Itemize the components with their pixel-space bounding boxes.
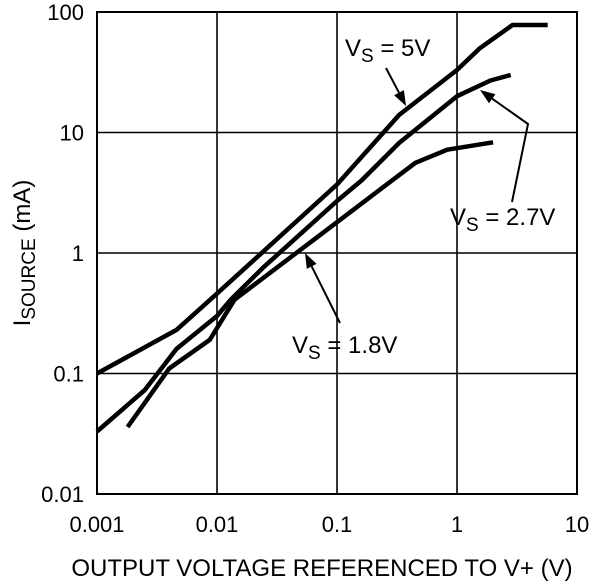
x-axis-title: OUTPUT VOLTAGE REFERENCED TO V+ (V): [71, 555, 572, 582]
annotation-arrow-line: [385, 67, 400, 94]
annotation-arrow-head: [480, 90, 496, 104]
annotation-label-main: V: [450, 204, 466, 231]
x-tick-label: 10: [565, 512, 589, 537]
grid: [96, 11, 578, 495]
annotation-arrow-head: [305, 253, 317, 269]
annotation-label: VS = 2.7V: [450, 204, 555, 236]
x-tick-label: 1: [451, 512, 463, 537]
annotation-arrow-line: [491, 97, 530, 203]
annotation-label-value: = 5V: [374, 35, 431, 62]
annotation-label-main: V: [345, 35, 361, 62]
y-axis-title: ISOURCE (mA): [9, 180, 40, 327]
curve-vs-2-7v: [95, 72, 512, 434]
annotation-label-subscript: S: [361, 46, 374, 67]
annotation-vs-1-8v: VS = 1.8V: [292, 253, 397, 364]
annotation-label-value: = 2.7V: [479, 204, 556, 231]
y-tick-label: 0.1: [53, 362, 84, 387]
plot-frame: [96, 11, 578, 495]
annotation-vs-2-7v: VS = 2.7V: [450, 90, 555, 236]
annotation-arrow-line: [310, 265, 341, 324]
x-tick-label: 0.001: [69, 512, 124, 537]
annotation-label: VS = 1.8V: [292, 332, 397, 364]
annotation-label-subscript: S: [308, 343, 321, 364]
y-tick-label: 10: [60, 121, 84, 146]
annotation-vs-5v: VS = 5V: [345, 35, 430, 106]
annotation-label: VS = 5V: [345, 35, 430, 67]
y-tick-label: 0.01: [41, 482, 84, 507]
annotation-arrow-head: [394, 90, 406, 106]
y-tick-label: 1: [72, 241, 84, 266]
curve-vs-1-8v: [125, 140, 494, 429]
tick-labels: 0.001 0.01 0.1 1 10 0.01 0.1 1 10 100: [41, 0, 589, 537]
y-axis-title-main: I: [9, 320, 36, 327]
annotation-label-value: = 1.8V: [321, 332, 398, 359]
annotation-label-main: V: [292, 332, 308, 359]
annotation-label-subscript: S: [466, 215, 479, 236]
y-axis-title-subscript: SOURCE: [19, 238, 40, 319]
curve-vs-5v: [95, 22, 548, 376]
x-tick-label: 0.1: [322, 512, 353, 537]
x-tick-label: 0.01: [196, 512, 239, 537]
y-axis-title-unit: (mA): [9, 180, 36, 239]
y-tick-label: 100: [47, 0, 84, 25]
series-lines: [95, 22, 548, 434]
